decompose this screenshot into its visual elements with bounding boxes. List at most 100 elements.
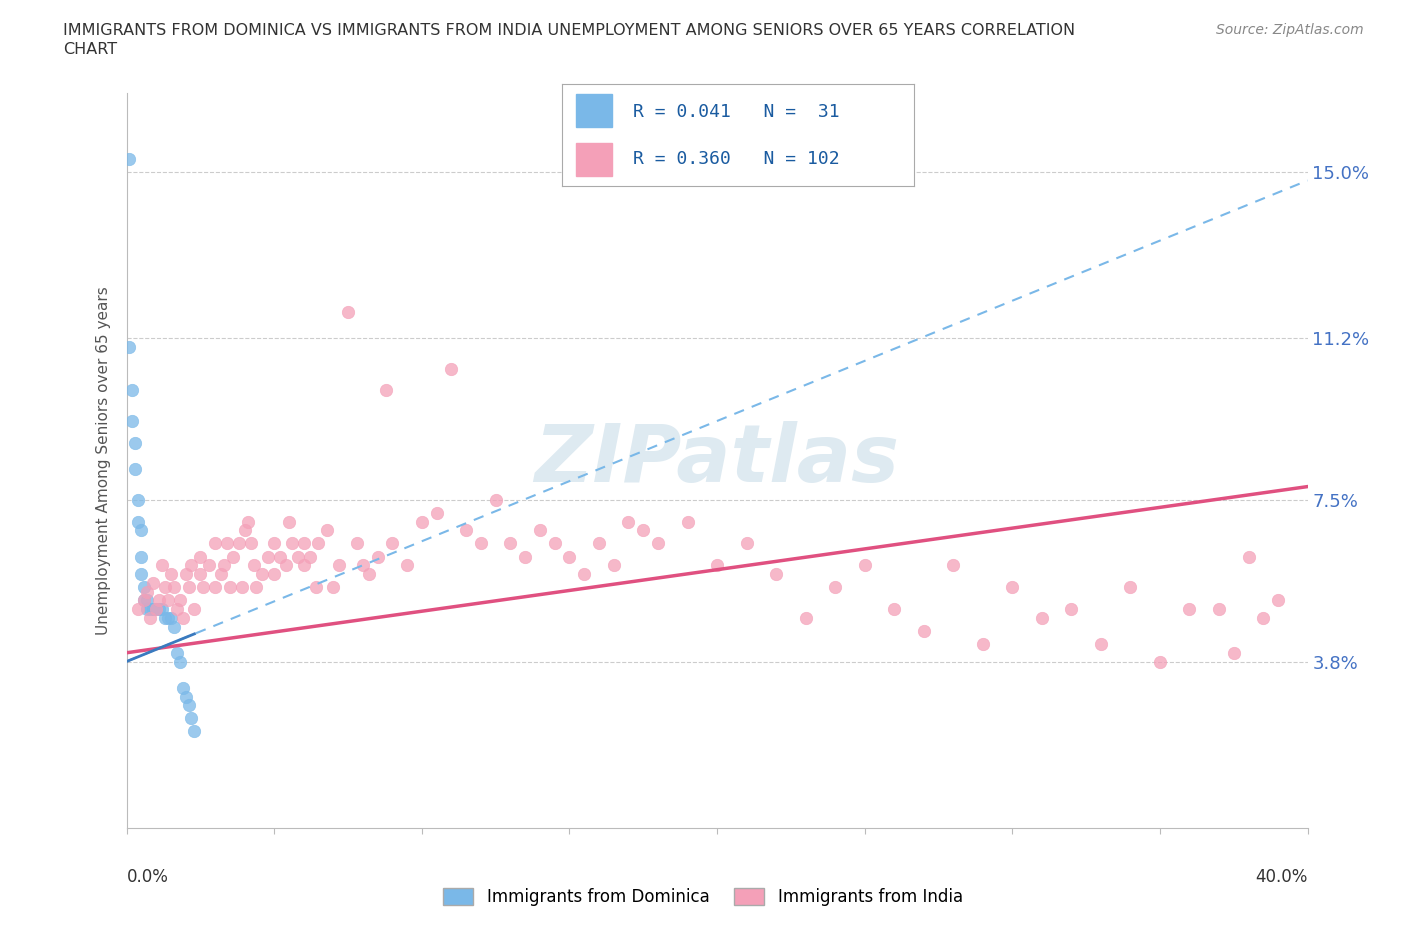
- Point: [515, 549, 537, 564]
- Point: [236, 514, 259, 529]
- Point: [118, 339, 141, 354]
- Point: [136, 592, 159, 607]
- Point: [425, 505, 447, 520]
- Point: [219, 579, 242, 594]
- Point: [127, 602, 149, 617]
- Point: [156, 610, 179, 625]
- Point: [252, 566, 274, 581]
- Point: [177, 698, 200, 712]
- Point: [127, 514, 149, 529]
- Point: [824, 579, 846, 594]
- Point: [308, 536, 330, 551]
- Point: [292, 558, 315, 573]
- Point: [180, 711, 202, 725]
- Point: [912, 623, 935, 638]
- Y-axis label: Unemployment Among Seniors over 65 years: Unemployment Among Seniors over 65 years: [96, 286, 111, 634]
- Point: [298, 549, 321, 564]
- Point: [163, 579, 186, 594]
- Point: [129, 523, 153, 538]
- Text: Source: ZipAtlas.com: Source: ZipAtlas.com: [1216, 23, 1364, 37]
- Point: [1208, 602, 1230, 617]
- Point: [156, 592, 179, 607]
- Point: [153, 610, 176, 625]
- Point: [357, 566, 380, 581]
- Point: [150, 558, 173, 573]
- Text: ZIPatlas: ZIPatlas: [534, 421, 900, 499]
- Point: [134, 592, 156, 607]
- Point: [1237, 549, 1260, 564]
- Point: [193, 579, 215, 594]
- Point: [574, 566, 596, 581]
- Text: CHART: CHART: [63, 42, 117, 57]
- Point: [215, 536, 238, 551]
- Point: [242, 558, 264, 573]
- Point: [316, 523, 339, 538]
- Point: [160, 566, 183, 581]
- Point: [142, 602, 165, 617]
- Point: [269, 549, 291, 564]
- Point: [942, 558, 965, 573]
- Point: [676, 514, 699, 529]
- Point: [177, 579, 200, 594]
- Point: [328, 558, 350, 573]
- Point: [396, 558, 419, 573]
- Bar: [576, 143, 612, 176]
- Point: [794, 610, 817, 625]
- Point: [209, 566, 232, 581]
- Point: [440, 361, 463, 376]
- Point: [145, 602, 167, 617]
- Point: [263, 536, 285, 551]
- Point: [883, 602, 905, 617]
- Point: [172, 681, 194, 696]
- Point: [1253, 610, 1275, 625]
- Point: [172, 610, 194, 625]
- Point: [245, 579, 267, 594]
- Point: [183, 724, 205, 739]
- Point: [381, 536, 404, 551]
- Point: [160, 610, 183, 625]
- Point: [1149, 654, 1171, 669]
- Point: [1267, 592, 1289, 607]
- Point: [456, 523, 478, 538]
- Point: [239, 536, 262, 551]
- Point: [1178, 602, 1201, 617]
- Point: [233, 523, 256, 538]
- Point: [231, 579, 253, 594]
- Point: [150, 602, 173, 617]
- Point: [352, 558, 374, 573]
- Point: [1090, 637, 1112, 652]
- Point: [183, 602, 205, 617]
- Point: [145, 602, 167, 617]
- Point: [1031, 610, 1053, 625]
- Point: [188, 549, 212, 564]
- Legend: Immigrants from Dominica, Immigrants from India: Immigrants from Dominica, Immigrants fro…: [436, 881, 970, 912]
- Point: [853, 558, 876, 573]
- Point: [470, 536, 492, 551]
- Point: [174, 566, 197, 581]
- Point: [204, 536, 226, 551]
- Point: [765, 566, 787, 581]
- Text: R = 0.360   N = 102: R = 0.360 N = 102: [633, 151, 839, 168]
- Point: [169, 592, 191, 607]
- Point: [124, 435, 146, 450]
- Point: [281, 536, 304, 551]
- Point: [121, 414, 143, 429]
- Point: [337, 304, 360, 319]
- Point: [139, 610, 162, 625]
- Point: [174, 689, 197, 704]
- Point: [346, 536, 368, 551]
- Point: [121, 383, 143, 398]
- Point: [278, 514, 301, 529]
- Point: [633, 523, 655, 538]
- Point: [222, 549, 245, 564]
- Point: [499, 536, 522, 551]
- Point: [204, 579, 226, 594]
- Point: [153, 579, 176, 594]
- Point: [322, 579, 344, 594]
- Point: [148, 602, 170, 617]
- Point: [134, 592, 156, 607]
- Point: [304, 579, 326, 594]
- Point: [411, 514, 433, 529]
- Point: [180, 558, 202, 573]
- Point: [188, 566, 212, 581]
